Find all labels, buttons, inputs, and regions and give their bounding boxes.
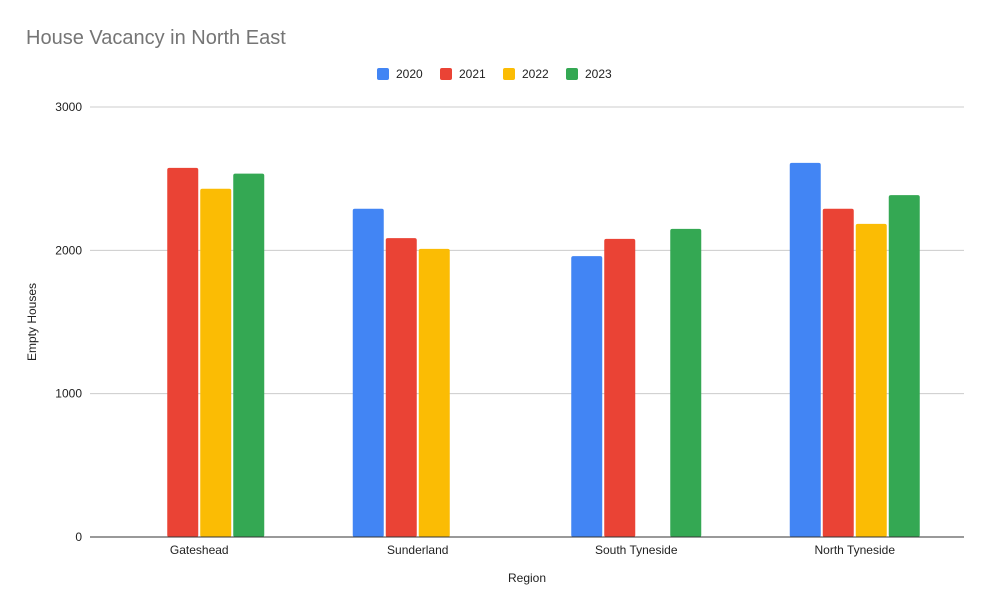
bar-north-tyneside-2021	[822, 208, 854, 537]
x-tick-label: Sunderland	[387, 543, 448, 557]
bar-north-tyneside-2020	[789, 162, 821, 537]
x-tick-label: Gateshead	[170, 543, 229, 557]
y-tick-label: 3000	[55, 100, 82, 114]
y-tick-label: 0	[75, 530, 82, 544]
legend-swatch-2020	[377, 68, 389, 80]
legend-label-2022: 2022	[522, 67, 549, 81]
y-tick-label: 2000	[55, 243, 82, 257]
bar-south-tyneside-2021	[604, 238, 636, 537]
x-tick-label: North Tyneside	[815, 543, 896, 557]
legend-swatch-2023	[566, 68, 578, 80]
x-axis-ticks: Gateshead Sunderland South Tyneside North T…	[170, 543, 895, 557]
bar-sunderland-2020	[352, 208, 384, 537]
bar-gateshead-2023	[233, 173, 265, 537]
bars	[167, 162, 920, 538]
bar-gateshead-2022	[200, 188, 232, 537]
bar-south-tyneside-2023	[670, 228, 702, 538]
bar-sunderland-2021	[385, 238, 417, 537]
x-tick-label: South Tyneside	[595, 543, 678, 557]
chart-title: House Vacancy in North East	[26, 27, 286, 49]
legend-label-2023: 2023	[585, 67, 612, 81]
legend-label-2020: 2020	[396, 67, 423, 81]
y-axis-title: Empty Houses	[25, 283, 39, 361]
bar-south-tyneside-2020	[571, 256, 603, 537]
bar-gateshead-2021	[167, 167, 199, 537]
bar-north-tyneside-2023	[888, 195, 920, 537]
legend-label-2021: 2021	[459, 67, 486, 81]
bar-sunderland-2022	[418, 248, 450, 537]
y-axis-ticks: 0 1000 2000 3000	[55, 100, 82, 544]
legend-swatch-2022	[503, 68, 515, 80]
chart-legend: 2020 2021 2022 2023	[377, 67, 612, 81]
legend-swatch-2021	[440, 68, 452, 80]
x-axis-title: Region	[508, 571, 546, 585]
y-tick-label: 1000	[55, 387, 82, 401]
bar-north-tyneside-2022	[855, 223, 887, 538]
